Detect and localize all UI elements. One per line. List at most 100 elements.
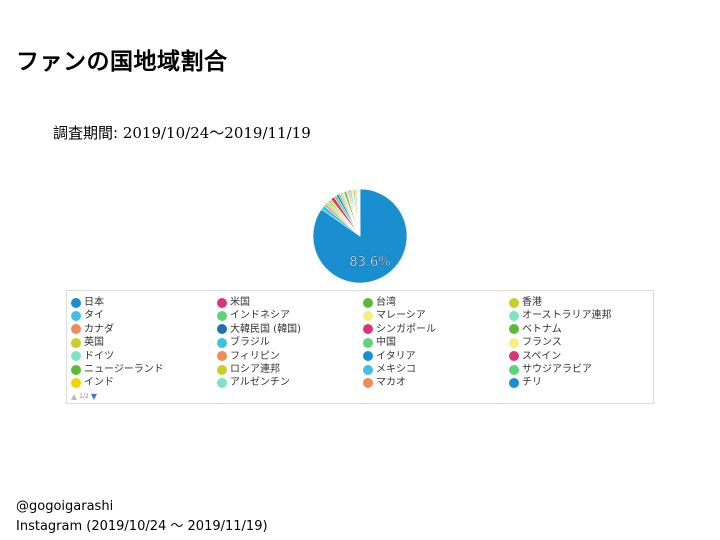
legend-label: 台湾 <box>376 297 396 308</box>
legend-swatch-icon <box>71 378 81 389</box>
legend-label: アルゼンチン <box>230 377 290 389</box>
legend-label: 大韓民国 (韓国) <box>230 323 301 335</box>
legend-page-number: 1/2 <box>79 393 89 400</box>
footer-source: Instagram (2019/10/24 ～ 2019/11/19) <box>16 519 268 534</box>
legend-label: 日本 <box>84 297 104 308</box>
legend-item-6[interactable]: インド <box>71 376 217 389</box>
legend-label: ドイツ <box>84 350 114 362</box>
legend-label: インド <box>84 377 114 389</box>
chart-legend: 日本タイ カナダ英国 ドイツ ニュージーランド インド 米国インドネシア 大韓民国 (韓国)… <box>66 290 654 404</box>
legend-swatch-icon <box>509 378 519 389</box>
legend-item-9[interactable]: 大韓民国 (韓国) <box>217 323 363 336</box>
legend-swatch-icon <box>363 297 373 308</box>
legend-item-14[interactable]: 台湾 <box>363 296 509 309</box>
legend-label: マカオ <box>376 377 406 389</box>
legend-swatch-icon <box>71 297 81 308</box>
pie-chart: 83.6% <box>312 188 408 284</box>
legend-item-1[interactable]: タイ <box>71 309 217 322</box>
legend-item-26[interactable]: サウジアラビア <box>509 363 655 376</box>
legend-label: フィリピン <box>230 350 280 362</box>
survey-period: 調査期間: 2019/10/24～2019/11/19 <box>53 122 311 143</box>
legend-swatch-icon <box>217 337 227 348</box>
page-title: ファンの国地域割合 <box>16 49 228 75</box>
pie-data-label: 83.6% <box>349 255 390 270</box>
legend-swatch-icon <box>509 351 519 362</box>
legend-swatch-icon <box>71 337 81 348</box>
legend-pager[interactable]: ▲ 1/2 ▼ <box>71 392 97 401</box>
legend-item-7[interactable]: 米国 <box>217 296 363 309</box>
legend-swatch-icon <box>217 378 227 389</box>
legend-label: ニュージーランド <box>84 363 164 375</box>
legend-label: メキシコ <box>376 363 416 375</box>
legend-swatch-icon <box>363 337 373 348</box>
legend-item-4[interactable]: ドイツ <box>71 350 217 363</box>
legend-swatch-icon <box>71 364 81 375</box>
legend-swatch-icon <box>217 364 227 375</box>
legend-item-13[interactable]: アルゼンチン <box>217 376 363 389</box>
legend-swatch-icon <box>71 351 81 362</box>
legend-item-21[interactable]: 香港 <box>509 296 655 309</box>
legend-swatch-icon <box>217 297 227 308</box>
legend-label: スペイン <box>522 350 562 362</box>
legend-prev-icon[interactable]: ▲ <box>71 392 78 401</box>
legend-label: ブラジル <box>230 337 270 349</box>
legend-label: オーストラリア連邦 <box>522 310 612 322</box>
legend-swatch-icon <box>509 364 519 375</box>
legend-item-15[interactable]: マレーシア <box>363 309 509 322</box>
legend-label: 米国 <box>230 297 250 308</box>
legend-label: ベトナム <box>522 323 562 335</box>
footer-handle: @gogoigarashi <box>16 499 114 514</box>
legend-label: フランス <box>522 337 562 349</box>
legend-item-24[interactable]: フランス <box>509 336 655 349</box>
legend-item-10[interactable]: ブラジル <box>217 336 363 349</box>
legend-swatch-icon <box>363 351 373 362</box>
legend-item-17[interactable]: 中国 <box>363 336 509 349</box>
legend-next-icon[interactable]: ▼ <box>90 392 97 401</box>
legend-item-5[interactable]: ニュージーランド <box>71 363 217 376</box>
legend-label: イタリア <box>376 350 416 362</box>
legend-item-12[interactable]: ロシア連邦 <box>217 363 363 376</box>
legend-swatch-icon <box>363 378 373 389</box>
legend-label: 英国 <box>84 337 104 349</box>
legend-label: ロシア連邦 <box>230 363 280 375</box>
legend-label: チリ <box>522 377 542 389</box>
legend-label: サウジアラビア <box>522 363 592 375</box>
legend-item-27[interactable]: チリ <box>509 376 655 389</box>
legend-swatch-icon <box>217 351 227 362</box>
survey-period-label: 調査期間: <box>53 124 123 142</box>
legend-swatch-icon <box>217 311 227 322</box>
legend-item-18[interactable]: イタリア <box>363 350 509 363</box>
legend-item-25[interactable]: スペイン <box>509 350 655 363</box>
legend-item-16[interactable]: シンガポール <box>363 323 509 336</box>
legend-item-19[interactable]: メキシコ <box>363 363 509 376</box>
legend-swatch-icon <box>509 324 519 335</box>
legend-swatch-icon <box>509 337 519 348</box>
legend-item-23[interactable]: ベトナム <box>509 323 655 336</box>
footer: @gogoigarashi Instagram (2019/10/24 ～ 20… <box>16 497 268 537</box>
legend-item-22[interactable]: オーストラリア連邦 <box>509 309 655 322</box>
legend-grid: 日本タイ カナダ英国 ドイツ ニュージーランド インド 米国インドネシア 大韓民国 (韓国)… <box>71 296 655 390</box>
legend-label: シンガポール <box>376 323 436 335</box>
legend-item-11[interactable]: フィリピン <box>217 350 363 363</box>
legend-label: タイ <box>84 310 104 322</box>
legend-label: インドネシア <box>230 310 290 322</box>
legend-item-3[interactable]: 英国 <box>71 336 217 349</box>
legend-item-20[interactable]: マカオ <box>363 376 509 389</box>
legend-swatch-icon <box>363 311 373 322</box>
legend-swatch-icon <box>509 297 519 308</box>
legend-swatch-icon <box>71 324 81 335</box>
legend-item-8[interactable]: インドネシア <box>217 309 363 322</box>
legend-swatch-icon <box>363 324 373 335</box>
legend-label: マレーシア <box>376 310 426 322</box>
legend-swatch-icon <box>363 364 373 375</box>
legend-swatch-icon <box>217 324 227 335</box>
legend-item-2[interactable]: カナダ <box>71 323 217 336</box>
legend-swatch-icon <box>71 311 81 322</box>
legend-label: 香港 <box>522 297 542 308</box>
pie-slice-27 <box>359 188 361 237</box>
survey-period-value: 2019/10/24～2019/11/19 <box>122 124 311 142</box>
legend-label: カナダ <box>84 323 114 335</box>
legend-label: 中国 <box>376 337 396 349</box>
legend-item-0[interactable]: 日本 <box>71 296 217 309</box>
legend-swatch-icon <box>509 311 519 322</box>
